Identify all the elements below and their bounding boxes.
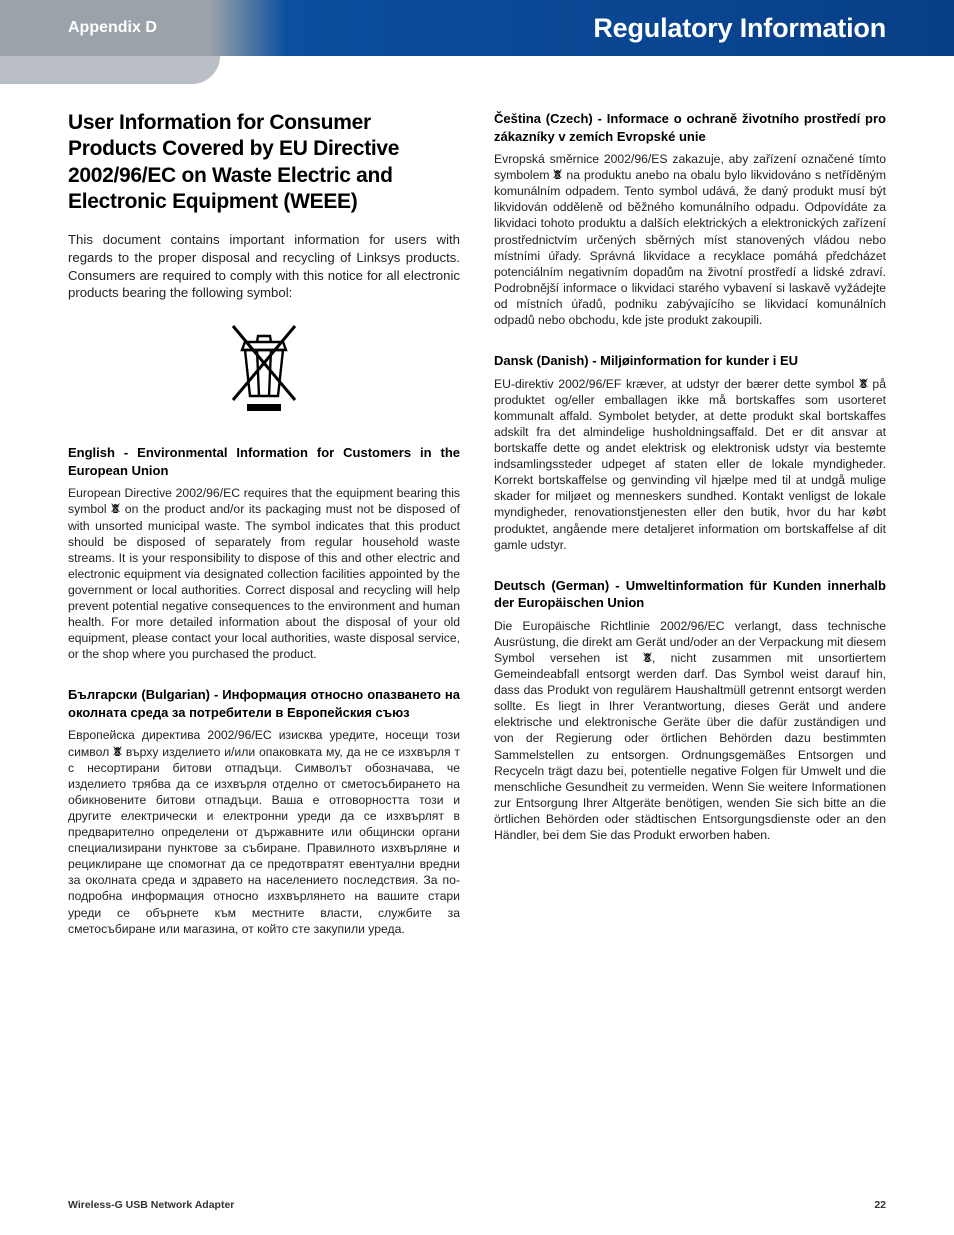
footer-page-number: 22 — [874, 1199, 886, 1211]
appendix-label: Appendix D — [68, 19, 157, 37]
weee-bin-icon — [68, 320, 460, 418]
section-heading-german: Deutsch (German) - Umweltinformation für… — [494, 577, 886, 612]
section-body-german: Die Europäische Richtlinie 2002/96/EC ve… — [494, 618, 886, 843]
page: Appendix D Regulatory Information User I… — [0, 0, 954, 1235]
section-heading-english: English - Environmental Information for … — [68, 444, 460, 479]
page-footer: Wireless-G USB Network Adapter 22 — [68, 1199, 886, 1211]
section-german: Deutsch (German) - Umweltinformation für… — [494, 577, 886, 843]
section-heading-danish: Dansk (Danish) - Miljøinformation for ku… — [494, 352, 886, 370]
main-heading: User Information for Consumer Products C… — [68, 110, 460, 215]
section-czech: Čeština (Czech) - Informace o ochraně ži… — [494, 110, 886, 328]
section-english: English - Environmental Information for … — [68, 444, 460, 662]
left-column: User Information for Consumer Products C… — [68, 110, 460, 961]
page-title: Regulatory Information — [593, 13, 886, 44]
header-bar: Appendix D Regulatory Information — [0, 0, 954, 56]
intro-paragraph: This document contains important informa… — [68, 231, 460, 302]
section-body-danish: EU-direktiv 2002/96/EF kræver, at udstyr… — [494, 376, 886, 553]
section-danish: Dansk (Danish) - Miljøinformation for ku… — [494, 352, 886, 553]
section-body-english: European Directive 2002/96/EC requires t… — [68, 485, 460, 662]
section-heading-czech: Čeština (Czech) - Informace o ochraně ži… — [494, 110, 886, 145]
header-curve — [0, 56, 220, 84]
footer-product-name: Wireless-G USB Network Adapter — [68, 1199, 234, 1211]
section-body-czech: Evropská směrnice 2002/96/ES zakazuje, a… — [494, 151, 886, 328]
content-area: User Information for Consumer Products C… — [0, 56, 954, 961]
section-heading-bulgarian: Български (Bulgarian) - Информация относ… — [68, 686, 460, 721]
right-column: Čeština (Czech) - Informace o ochraně ži… — [494, 110, 886, 961]
section-bulgarian: Български (Bulgarian) - Информация относ… — [68, 686, 460, 936]
section-body-bulgarian: Европейска директива 2002/96/ЕС изисква … — [68, 727, 460, 936]
